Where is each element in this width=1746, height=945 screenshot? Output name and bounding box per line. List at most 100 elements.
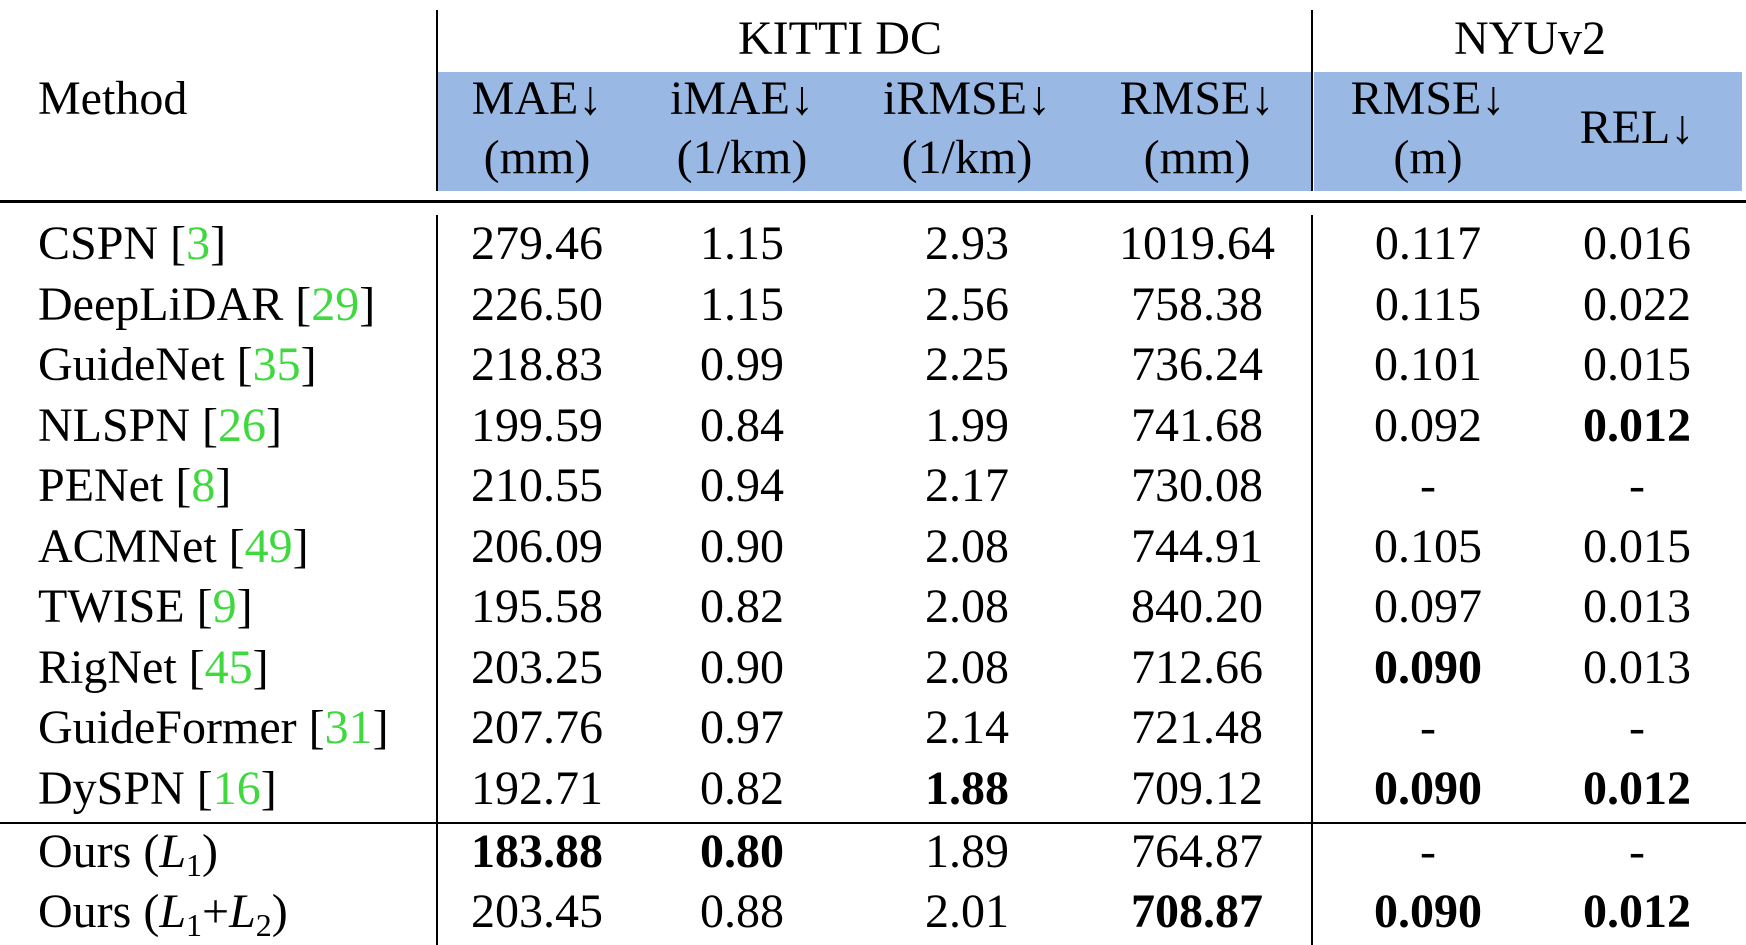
table-cell: 0.94: [700, 459, 784, 512]
table-cell: 709.12: [1131, 762, 1263, 815]
citation-link[interactable]: 16: [212, 762, 261, 815]
table-cell: 730.08: [1131, 459, 1263, 512]
table-cell: 206.09: [471, 520, 603, 573]
column-header-name: RMSE↓: [1350, 72, 1506, 125]
table-cell: 708.87: [1131, 885, 1263, 938]
column-header-unit: (mm): [483, 131, 591, 184]
table-cell: 2.08: [925, 520, 1009, 573]
table-cell: 741.68: [1131, 399, 1263, 452]
citation-link[interactable]: 8: [191, 459, 216, 512]
table-cell: 736.24: [1131, 338, 1263, 391]
table-cell: 207.76: [471, 701, 603, 754]
column-header-name: REL↓: [1579, 101, 1695, 154]
citation-link[interactable]: 29: [311, 278, 360, 331]
table-cell: 0.090: [1374, 641, 1482, 694]
vertical-rule-left: [436, 10, 438, 191]
table-cell: 2.08: [925, 580, 1009, 633]
method-label: PENet: [38, 459, 164, 512]
method-label: GuideNet: [38, 338, 225, 391]
loss-subscript: 1: [186, 847, 203, 883]
header-band-nyu: [1314, 72, 1742, 191]
table-cell: 1.89: [925, 825, 1009, 878]
citation-link[interactable]: 26: [218, 399, 267, 452]
table-cell: -: [1629, 825, 1645, 878]
table-cell: 0.82: [700, 762, 784, 815]
method-label: TWISE: [38, 580, 185, 633]
ours-suffix: ): [271, 885, 288, 938]
table-cell: 0.90: [700, 520, 784, 573]
column-header-name: RMSE↓: [1119, 72, 1275, 125]
citation-link[interactable]: 9: [212, 580, 237, 633]
ours-suffix: ): [202, 825, 218, 878]
table-cell: 0.101: [1374, 338, 1482, 391]
table-cell: 279.46: [471, 217, 603, 270]
header-band-kitti: [438, 72, 1311, 191]
table-cell: 840.20: [1131, 580, 1263, 633]
column-header-unit: (1/km): [676, 131, 808, 184]
method-name: GuideFormer [31]: [38, 701, 389, 754]
method-name: CSPN [3]: [38, 217, 227, 270]
loss-subscript: 1: [186, 907, 203, 943]
table-cell: 0.012: [1583, 399, 1691, 452]
table-cell: 2.01: [925, 885, 1009, 938]
table-cell: 0.015: [1583, 338, 1691, 391]
table-cell: 1.99: [925, 399, 1009, 452]
table-cell: 0.115: [1374, 278, 1482, 331]
table-cell: 210.55: [471, 459, 603, 512]
table-cell: 2.93: [925, 217, 1009, 270]
method-label: DySPN: [38, 762, 185, 815]
table-cell: 183.88: [471, 825, 603, 878]
method-label: DeepLiDAR: [38, 278, 284, 331]
loss-symbol: L: [229, 885, 256, 938]
citation-link[interactable]: 31: [324, 701, 373, 754]
table-cell: 0.84: [700, 399, 784, 452]
citation-link[interactable]: 35: [252, 338, 301, 391]
table-cell: 0.013: [1583, 641, 1691, 694]
citation-link[interactable]: 45: [204, 641, 253, 694]
table-cell: 0.013: [1583, 580, 1691, 633]
group-title-nyu: NYUv2: [1454, 12, 1606, 65]
method-label: RigNet: [38, 641, 177, 694]
table-cell: -: [1420, 825, 1436, 878]
ours-method-name: Ours (L1): [38, 822, 218, 882]
table-cell: 0.90: [700, 641, 784, 694]
method-name: NLSPN [26]: [38, 399, 283, 452]
table-cell: 218.83: [471, 338, 603, 391]
table-cell: 199.59: [471, 399, 603, 452]
header-rule: [0, 200, 1746, 203]
ours-rule: [0, 822, 1746, 824]
table-cell: 0.090: [1374, 762, 1482, 815]
table-cell: 195.58: [471, 580, 603, 633]
table-cell: 0.88: [700, 885, 784, 938]
table-cell: 0.015: [1583, 520, 1691, 573]
citation-link[interactable]: 49: [244, 520, 293, 573]
table-cell: 0.097: [1374, 580, 1482, 633]
table-cell: 2.08: [925, 641, 1009, 694]
table-cell: 758.38: [1131, 278, 1263, 331]
table-cell: 1.15: [700, 217, 784, 270]
table-cell: 226.50: [471, 278, 603, 331]
ours-prefix: Ours (: [38, 825, 160, 878]
column-header-unit: (mm): [1143, 131, 1251, 184]
plus-sign: +: [202, 885, 230, 938]
method-name: DySPN [16]: [38, 762, 277, 815]
table-cell: 0.090: [1374, 885, 1482, 938]
table-cell: -: [1420, 701, 1436, 754]
table-cell: 2.17: [925, 459, 1009, 512]
table-cell: -: [1420, 459, 1436, 512]
table-cell: 712.66: [1131, 641, 1263, 694]
column-header-name: iMAE↓: [670, 72, 814, 125]
table-cell: 0.092: [1374, 399, 1482, 452]
table-cell: 0.105: [1374, 520, 1482, 573]
table-cell: 0.97: [700, 701, 784, 754]
citation-link[interactable]: 3: [186, 217, 211, 270]
method-label: GuideFormer: [38, 701, 297, 754]
column-header-name: MAE↓: [471, 72, 603, 125]
table-cell: 764.87: [1131, 825, 1263, 878]
column-header-name: iRMSE↓: [882, 72, 1052, 125]
table-cell: 2.56: [925, 278, 1009, 331]
table-cell: 0.99: [700, 338, 784, 391]
table-cell: 0.80: [700, 825, 784, 878]
method-name: ACMNet [49]: [38, 520, 309, 573]
table-cell: 0.82: [700, 580, 784, 633]
